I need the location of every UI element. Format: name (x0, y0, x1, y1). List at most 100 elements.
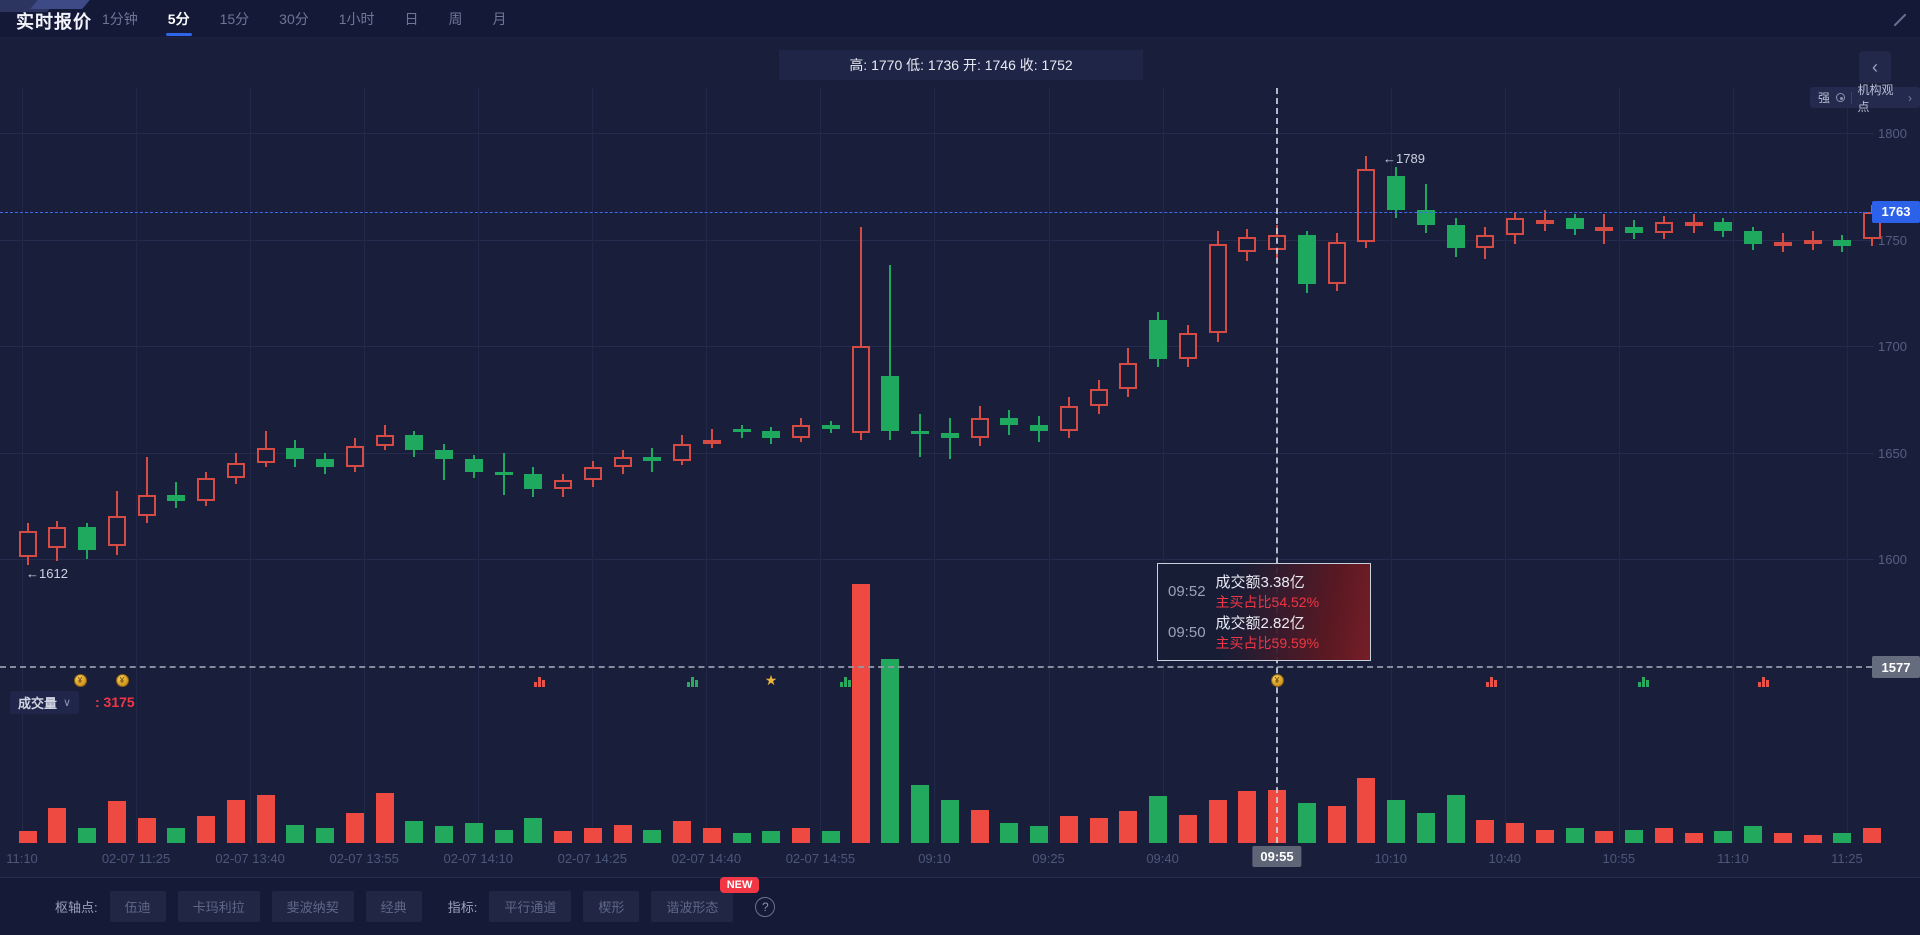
candle[interactable] (1506, 218, 1524, 236)
toolbar-button-伍迪[interactable]: 伍迪 (109, 891, 166, 922)
volume-bar[interactable] (970, 809, 989, 843)
candle[interactable] (1119, 363, 1138, 389)
candle[interactable] (1000, 418, 1019, 425)
volume-bar[interactable] (1833, 832, 1852, 843)
candle[interactable] (464, 458, 483, 472)
volume-bar[interactable] (197, 816, 215, 843)
volume-bar[interactable] (494, 829, 513, 843)
candle[interactable] (256, 448, 275, 464)
volume-bar[interactable] (881, 659, 900, 843)
tab-5分[interactable]: 5分 (166, 0, 192, 38)
candle[interactable] (1178, 333, 1197, 359)
candle[interactable] (702, 439, 721, 444)
candle[interactable] (1089, 388, 1108, 406)
toolbar-button-楔形[interactable]: 楔形 (583, 891, 640, 922)
volume-bar[interactable] (1208, 799, 1227, 843)
help-icon[interactable]: ? (755, 896, 776, 917)
candle[interactable] (1030, 424, 1048, 432)
volume-bar[interactable] (1149, 796, 1167, 843)
candle[interactable] (970, 418, 989, 438)
volume-bar[interactable] (316, 827, 334, 843)
bars-green-marker-icon[interactable] (1636, 673, 1650, 687)
candle[interactable] (792, 424, 810, 438)
volume-bar[interactable] (1565, 827, 1584, 843)
coin-marker-icon[interactable]: ¥ (73, 673, 87, 687)
expand-icon[interactable] (1890, 11, 1908, 29)
volume-bar[interactable] (375, 792, 394, 843)
candle[interactable] (316, 458, 334, 468)
volume-bar[interactable] (1000, 822, 1019, 843)
toolbar-button-经典[interactable]: 经典 (365, 891, 422, 922)
tab-15分[interactable]: 15分 (219, 11, 250, 27)
candle[interactable] (197, 478, 215, 502)
volume-bar[interactable] (345, 812, 364, 843)
volume-bar[interactable] (524, 817, 543, 843)
candle[interactable] (554, 480, 572, 489)
candle[interactable] (48, 527, 67, 549)
candle[interactable] (18, 531, 37, 557)
volume-bar[interactable] (167, 827, 186, 843)
volume-bar[interactable] (613, 824, 632, 843)
volume-bar[interactable] (1506, 822, 1524, 843)
candle[interactable] (1238, 237, 1257, 253)
candle[interactable] (911, 431, 929, 435)
candle[interactable] (167, 495, 186, 502)
candle[interactable] (1416, 209, 1435, 225)
volume-bar[interactable] (911, 784, 929, 843)
candle[interactable] (613, 456, 632, 468)
volume-bar[interactable] (18, 831, 37, 843)
volume-bar[interactable] (821, 831, 840, 843)
bars-red-marker-icon[interactable] (532, 673, 546, 687)
volume-bar[interactable] (1535, 829, 1554, 843)
candle[interactable] (851, 346, 870, 434)
volume-bar[interactable] (762, 831, 781, 843)
tab-1小时[interactable]: 1小时 (338, 11, 375, 27)
volume-bar[interactable] (226, 799, 245, 843)
candle[interactable] (732, 429, 751, 433)
volume-bar[interactable] (1744, 826, 1762, 843)
candle[interactable] (1357, 169, 1376, 242)
volume-bar[interactable] (256, 794, 275, 843)
volume-bar[interactable] (673, 821, 691, 843)
candle[interactable] (1476, 235, 1495, 248)
toolbar-button-斐波纳契[interactable]: 斐波纳契 (271, 891, 354, 922)
volume-bar[interactable] (78, 827, 96, 843)
candle[interactable] (1625, 226, 1643, 234)
volume-bar[interactable] (1684, 832, 1703, 843)
tab-1分钟[interactable]: 1分钟 (102, 11, 138, 27)
volume-bar[interactable] (1238, 791, 1257, 843)
volume-bar[interactable] (643, 829, 662, 843)
candle[interactable] (375, 435, 394, 447)
candle[interactable] (1833, 239, 1852, 246)
candle[interactable] (673, 443, 691, 461)
candle[interactable] (1327, 241, 1346, 285)
volume-bar[interactable] (1357, 777, 1376, 843)
candle[interactable] (881, 375, 900, 432)
volume-bar[interactable] (792, 827, 810, 843)
volume-bar[interactable] (702, 827, 721, 843)
star-marker-icon[interactable]: ★ (764, 672, 778, 688)
volume-bar[interactable] (583, 827, 602, 843)
candle[interactable] (494, 471, 513, 475)
volume-bar[interactable] (851, 584, 870, 843)
volume-bar[interactable] (1595, 831, 1614, 843)
candle[interactable] (405, 435, 424, 451)
candle[interactable] (1803, 239, 1822, 244)
institution-view-link[interactable]: 机构观点 (1857, 82, 1894, 114)
volume-bar[interactable] (554, 831, 572, 843)
volume-bar[interactable] (1446, 794, 1465, 843)
candle[interactable] (1595, 226, 1614, 231)
candle[interactable] (821, 424, 840, 430)
volume-bar[interactable] (1297, 802, 1316, 843)
candle[interactable] (940, 433, 959, 438)
candle[interactable] (435, 450, 453, 459)
toolbar-button-卡玛利拉[interactable]: 卡玛利拉 (177, 891, 260, 922)
volume-bar[interactable] (137, 817, 156, 843)
volume-bar[interactable] (464, 822, 483, 843)
candle[interactable] (1684, 222, 1703, 227)
candle[interactable] (1535, 220, 1554, 225)
candle[interactable] (643, 456, 662, 461)
candle[interactable] (1654, 222, 1673, 234)
candle[interactable] (1208, 243, 1227, 334)
candle[interactable] (107, 516, 126, 547)
